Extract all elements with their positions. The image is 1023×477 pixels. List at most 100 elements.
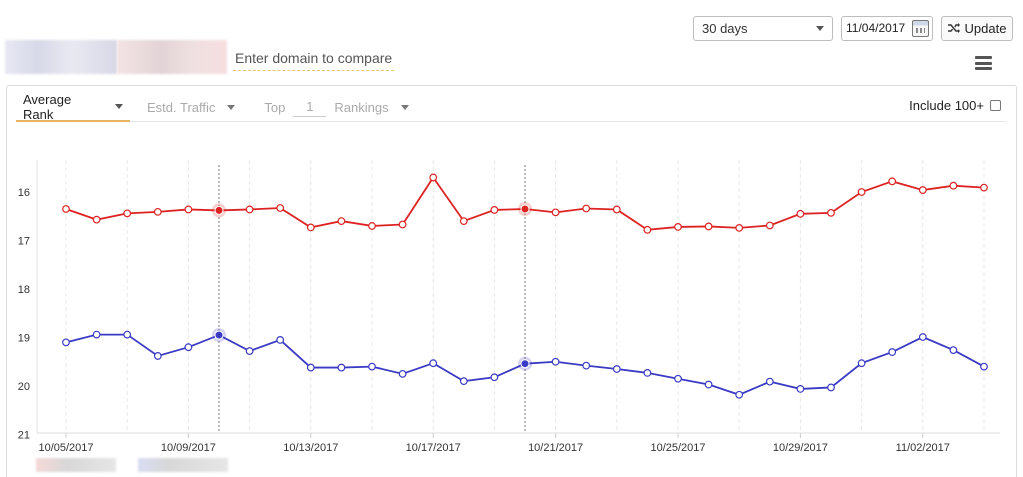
series-point bbox=[62, 338, 70, 347]
series-point-highlight bbox=[214, 330, 224, 340]
x-tick-label: 10/17/2017 bbox=[406, 442, 461, 454]
series-point bbox=[153, 352, 162, 360]
series-point-highlight bbox=[214, 205, 224, 215]
series-point-highlight bbox=[520, 359, 530, 369]
y-tick-label: 21 bbox=[18, 430, 30, 442]
series-point bbox=[857, 188, 866, 196]
update-button-label: Update bbox=[964, 20, 1007, 36]
tab-average-rank-label: Average Rank bbox=[23, 91, 72, 122]
update-button[interactable]: Update bbox=[941, 15, 1013, 41]
series-point bbox=[398, 220, 407, 229]
series-point bbox=[674, 374, 682, 383]
series-point bbox=[429, 173, 438, 182]
series-point bbox=[62, 205, 70, 213]
series-point bbox=[123, 330, 132, 339]
date-input[interactable]: 11/04/2017 bbox=[841, 15, 933, 41]
chevron-down-icon bbox=[227, 105, 236, 110]
series-point bbox=[949, 346, 958, 355]
chevron-down-icon bbox=[816, 25, 824, 31]
series-point bbox=[765, 377, 774, 386]
domain-chip-secondary[interactable] bbox=[117, 40, 227, 74]
chart-panel: Average Rank Estd. Traffic Top 1 Ranking… bbox=[6, 85, 1017, 477]
x-tick-label: 10/29/2017 bbox=[773, 442, 828, 454]
include-100-checkbox[interactable] bbox=[990, 100, 1001, 111]
series-point bbox=[949, 181, 958, 190]
series-point bbox=[184, 205, 193, 214]
top-number-input[interactable]: 1 bbox=[293, 99, 327, 117]
compare-domain-input[interactable]: Enter domain to compare bbox=[233, 44, 395, 71]
series-point bbox=[306, 363, 315, 372]
domain-bar: Enter domain to compare bbox=[5, 40, 395, 74]
series-point bbox=[735, 223, 744, 232]
series-point bbox=[459, 217, 468, 226]
series-point bbox=[276, 336, 285, 344]
series-point bbox=[582, 361, 591, 370]
series-point bbox=[123, 209, 132, 218]
date-input-value: 11/04/2017 bbox=[846, 21, 906, 35]
y-tick-label: 17 bbox=[18, 236, 30, 248]
series-point bbox=[765, 221, 774, 230]
series-point bbox=[153, 207, 162, 216]
series-point bbox=[337, 217, 346, 226]
series-point bbox=[918, 186, 927, 194]
series-point bbox=[490, 206, 499, 214]
series-point bbox=[980, 183, 988, 192]
tab-estd-traffic-label: Estd. Traffic bbox=[147, 100, 216, 115]
series-point-highlight bbox=[520, 204, 530, 214]
y-tick-label: 20 bbox=[18, 381, 30, 393]
x-tick-label: 10/09/2017 bbox=[161, 442, 216, 454]
series-point bbox=[459, 377, 468, 386]
x-tick-label: 11/02/2017 bbox=[896, 442, 950, 454]
series-point bbox=[827, 383, 835, 392]
series-point bbox=[245, 347, 254, 355]
y-tick-label: 16 bbox=[18, 187, 30, 199]
series-point bbox=[857, 359, 866, 368]
series-point bbox=[980, 362, 988, 371]
series-point bbox=[888, 348, 897, 356]
series-point bbox=[429, 359, 438, 368]
series-point bbox=[92, 330, 101, 339]
rankings-label: Rankings bbox=[334, 100, 389, 115]
y-tick-label: 18 bbox=[18, 284, 30, 296]
shuffle-icon bbox=[947, 23, 960, 33]
chevron-down-icon bbox=[115, 104, 123, 109]
series-point bbox=[643, 225, 652, 234]
chart-legend bbox=[36, 458, 228, 472]
series-point bbox=[92, 215, 101, 224]
series-point bbox=[368, 362, 376, 371]
series-point bbox=[888, 177, 897, 186]
series-point bbox=[368, 222, 376, 230]
series-point bbox=[704, 380, 713, 389]
series-point bbox=[643, 369, 652, 377]
metric-tabs: Average Rank Estd. Traffic Top 1 Ranking… bbox=[16, 91, 1007, 122]
series-point bbox=[551, 357, 560, 366]
series-point bbox=[796, 209, 805, 218]
series-point bbox=[704, 222, 713, 231]
series-point bbox=[551, 208, 560, 217]
series-point bbox=[612, 365, 621, 373]
series-point bbox=[337, 363, 346, 372]
legend-item-secondary[interactable] bbox=[138, 458, 228, 472]
legend-item-primary[interactable] bbox=[36, 458, 116, 472]
period-select[interactable]: 30 days bbox=[693, 15, 833, 41]
include-100-toggle[interactable]: Include 100+ bbox=[909, 98, 1001, 113]
series-point bbox=[612, 205, 621, 214]
series-point bbox=[827, 208, 835, 217]
series-point bbox=[918, 333, 927, 341]
chart-menu-icon[interactable] bbox=[975, 56, 992, 70]
series-point bbox=[184, 343, 193, 352]
domain-chip-primary[interactable] bbox=[5, 40, 117, 74]
series-point bbox=[796, 385, 805, 393]
tab-average-rank[interactable]: Average Rank bbox=[16, 91, 130, 122]
tab-top-rankings[interactable]: Top 1 Rankings bbox=[254, 99, 409, 117]
period-select-value: 30 days bbox=[702, 20, 748, 36]
series-point bbox=[398, 369, 407, 378]
x-tick-label: 10/25/2017 bbox=[650, 442, 705, 454]
calendar-icon[interactable] bbox=[912, 19, 929, 37]
series-point bbox=[674, 223, 682, 231]
toolbar: 30 days 11/04/2017 Update bbox=[693, 15, 1013, 41]
tab-estd-traffic[interactable]: Estd. Traffic bbox=[140, 94, 242, 122]
include-100-label: Include 100+ bbox=[909, 98, 984, 113]
top-label: Top bbox=[264, 100, 286, 115]
